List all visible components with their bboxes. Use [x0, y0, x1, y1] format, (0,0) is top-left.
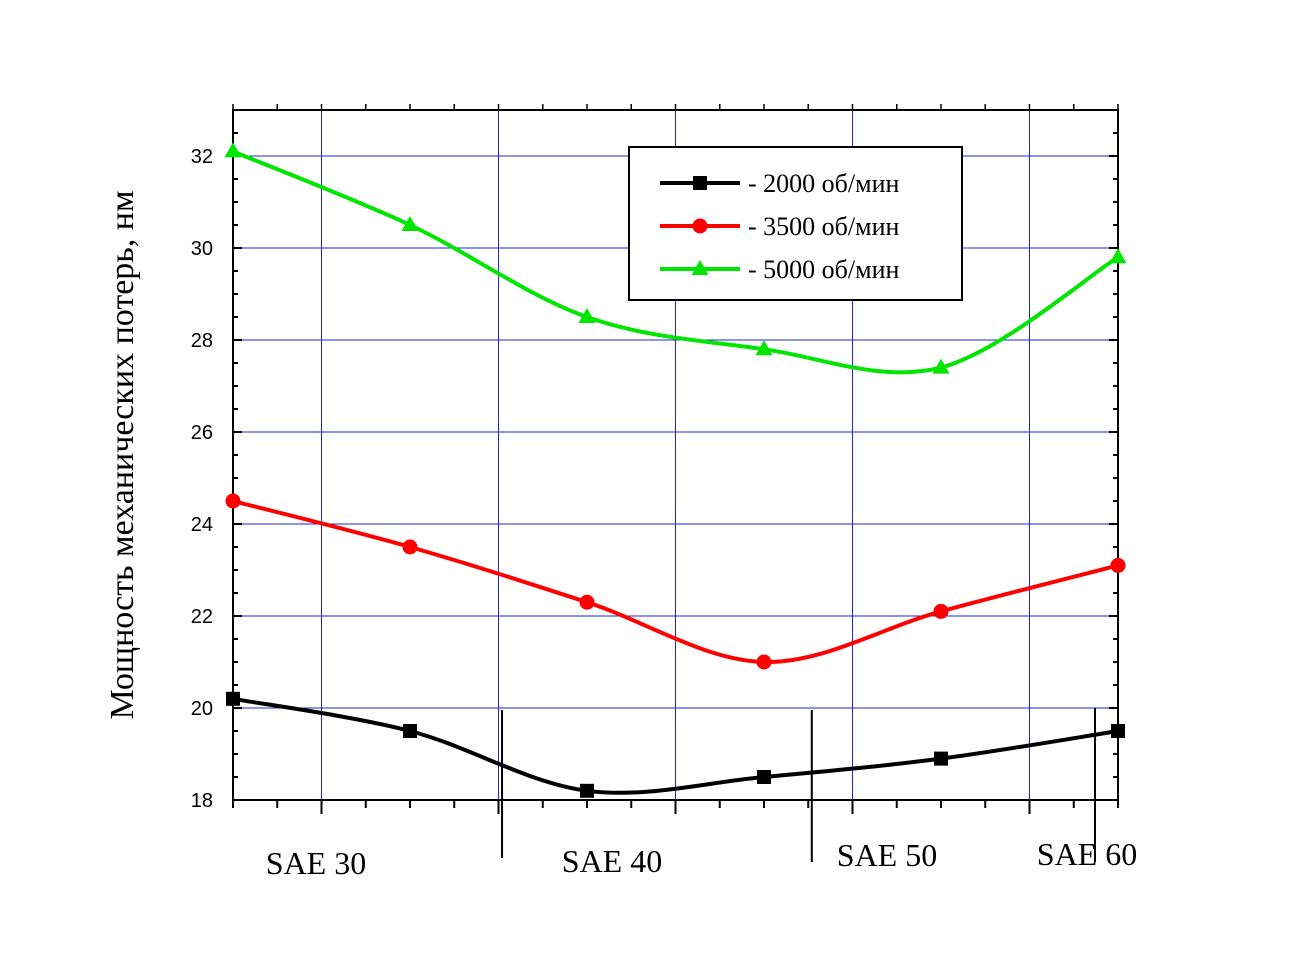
legend-entry: - 5000 об/мин	[660, 255, 899, 284]
series-2	[224, 142, 1127, 375]
legend-marker	[692, 218, 708, 234]
y-tick-label: 22	[191, 606, 213, 628]
data-point	[580, 783, 594, 798]
series-line	[232, 149, 1120, 375]
y-tick-label: 30	[191, 238, 213, 260]
data-point	[225, 493, 241, 509]
x-axis-ticks	[232, 104, 1119, 814]
y-axis: 18 20 22 24 26 28 30 32	[191, 109, 1118, 812]
series-group	[224, 142, 1127, 798]
y-tick-label: 28	[191, 330, 213, 352]
data-point	[226, 691, 240, 706]
data-point	[1109, 248, 1127, 264]
grade-labels: SAE 30 SAE 40 SAE 50 SAE 60	[266, 836, 1137, 881]
data-point	[401, 216, 419, 231]
grade-label-sae60: SAE 60	[1037, 836, 1137, 872]
grade-label-sae40: SAE 40	[562, 843, 662, 879]
data-point	[1111, 724, 1125, 738]
data-point	[224, 142, 242, 158]
legend-label: - 2000 об/мин	[748, 169, 899, 198]
legend-marker	[693, 176, 707, 190]
grade-label-sae30: SAE 30	[266, 845, 366, 881]
data-point	[403, 724, 417, 738]
data-point	[932, 358, 950, 374]
legend-label: - 3500 об/мин	[748, 212, 899, 241]
data-point	[934, 751, 948, 766]
series-1	[225, 493, 1126, 670]
legend-label: - 5000 об/мин	[748, 255, 899, 284]
data-point	[578, 308, 596, 323]
y-tick-label: 18	[191, 790, 213, 812]
legend-entry: - 2000 об/мин	[660, 169, 899, 198]
legend-entry: - 3500 об/мин	[660, 212, 899, 241]
series-line	[232, 696, 1119, 795]
data-point	[402, 539, 418, 555]
data-point	[933, 603, 949, 619]
data-point	[757, 770, 771, 784]
legend-box	[628, 146, 963, 301]
y-axis-label: Мощность механических потерь, нм	[104, 190, 141, 719]
series-0	[226, 691, 1125, 798]
y-tick-label: 32	[191, 146, 213, 168]
grade-label-sae50: SAE 50	[837, 837, 937, 873]
data-point	[579, 594, 595, 610]
series-line	[232, 499, 1119, 665]
y-tick-label: 20	[191, 698, 213, 720]
data-point	[756, 654, 772, 670]
data-point	[1110, 557, 1126, 573]
data-point	[755, 340, 773, 356]
legend-marker	[691, 260, 709, 275]
y-tick-label: 26	[191, 422, 213, 444]
legend: - 2000 об/мин - 3500 об/мин - 5000 об/мин	[628, 146, 963, 301]
y-tick-label: 24	[191, 514, 213, 536]
